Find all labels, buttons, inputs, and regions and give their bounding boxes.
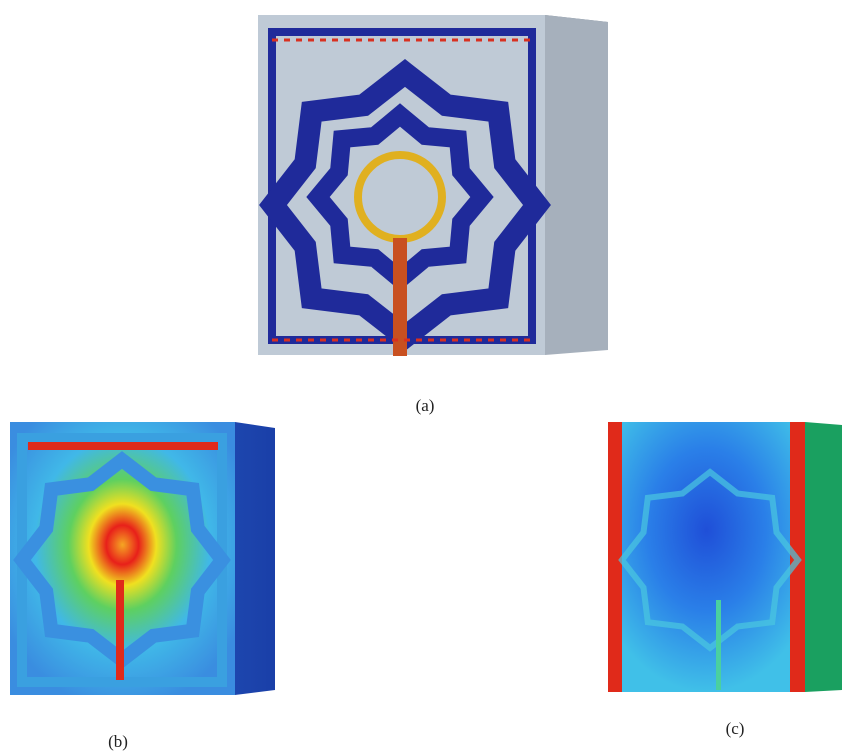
figure: (a) (b) (c) — [0, 0, 855, 753]
panel-label: (c) — [726, 719, 745, 738]
box-side — [545, 15, 608, 355]
panel-c: (c) — [608, 422, 842, 738]
feed-line — [116, 580, 124, 680]
hot-edge — [608, 422, 622, 692]
feed-line — [716, 600, 721, 690]
feed-line — [393, 238, 407, 356]
panel-label: (a) — [416, 396, 435, 415]
panel-b: (b) — [10, 422, 275, 751]
panel-a: (a) — [258, 15, 608, 415]
box-side — [805, 422, 842, 692]
box-front — [608, 422, 805, 692]
panel-label: (b) — [108, 732, 128, 751]
